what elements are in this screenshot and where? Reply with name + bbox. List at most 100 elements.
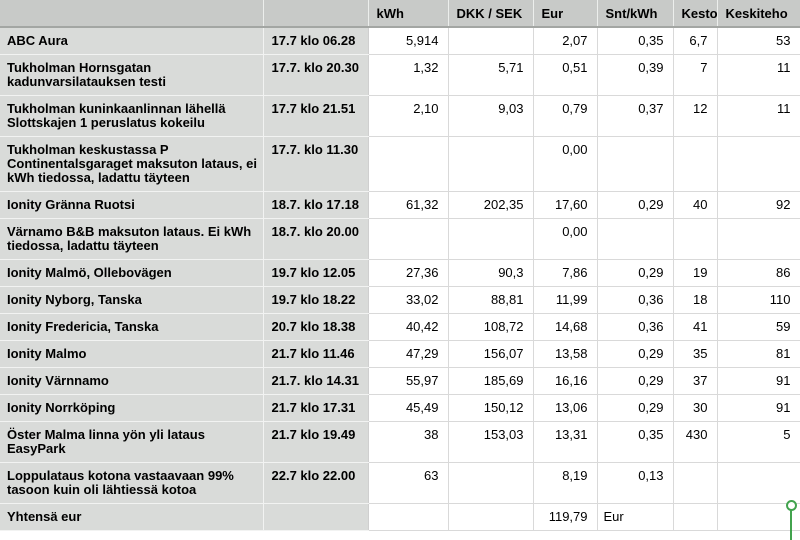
table-row[interactable]: Loppulataus kotona vastaavaan 99% tasoon… [0, 462, 800, 504]
session-datetime-cell[interactable]: 20.7 klo 18.38 [263, 313, 369, 341]
kesto-cell[interactable]: 18 [673, 286, 718, 314]
kesto-cell[interactable]: 12 [673, 95, 718, 137]
eur-cell[interactable]: 0,51 [533, 54, 598, 96]
session-name-cell[interactable]: Ionity Nyborg, Tanska [0, 286, 264, 314]
dkk-sek-cell[interactable]: 9,03 [448, 95, 534, 137]
eur-cell[interactable]: 13,31 [533, 421, 598, 463]
keskiteho-cell[interactable]: 11 [717, 95, 800, 137]
table-row[interactable]: Tukholman Hornsgatan kadunvarsilatauksen… [0, 54, 800, 96]
session-name-cell[interactable]: Värnamo B&B maksuton lataus. Ei kWh tied… [0, 218, 264, 260]
keskiteho-cell[interactable]: 81 [717, 340, 800, 368]
header-keskiteho-column[interactable]: Keskiteho [717, 0, 800, 28]
kwh-cell[interactable]: 33,02 [368, 286, 449, 314]
table-row[interactable]: Ionity Norrköping 21.7 klo 17.31 45,49 1… [0, 394, 800, 422]
snt-kwh-cell[interactable]: 0,39 [597, 54, 674, 96]
snt-kwh-cell[interactable]: 0,29 [597, 367, 674, 395]
kesto-cell[interactable]: 35 [673, 340, 718, 368]
dkk-sek-cell[interactable] [448, 462, 534, 504]
keskiteho-cell[interactable]: 5 [717, 421, 800, 463]
dkk-sek-cell[interactable]: 5,71 [448, 54, 534, 96]
session-datetime-cell[interactable]: 17.7 klo 21.51 [263, 95, 369, 137]
snt-kwh-cell[interactable]: 0,29 [597, 340, 674, 368]
table-row[interactable]: Ionity Malmö, Ollebovägen 19.7 klo 12.05… [0, 259, 800, 287]
session-datetime-cell[interactable]: 21.7. klo 14.31 [263, 367, 369, 395]
kesto-cell[interactable]: 40 [673, 191, 718, 219]
kwh-cell[interactable]: 38 [368, 421, 449, 463]
session-name-cell[interactable]: Ionity Malmö, Ollebovägen [0, 259, 264, 287]
snt-kwh-cell[interactable]: 0,36 [597, 286, 674, 314]
session-datetime-cell[interactable]: 19.7 klo 12.05 [263, 259, 369, 287]
dkk-sek-cell[interactable] [448, 503, 534, 531]
dkk-sek-cell[interactable]: 185,69 [448, 367, 534, 395]
dkk-sek-cell[interactable]: 202,35 [448, 191, 534, 219]
snt-kwh-cell[interactable]: 0,13 [597, 462, 674, 504]
header-dkk-sek-column[interactable]: DKK / SEK [448, 0, 534, 28]
keskiteho-cell[interactable]: 110 [717, 286, 800, 314]
keskiteho-cell[interactable]: 53 [717, 27, 800, 55]
kesto-cell[interactable]: 19 [673, 259, 718, 287]
kesto-cell[interactable] [673, 218, 718, 260]
snt-kwh-cell[interactable]: 0,29 [597, 259, 674, 287]
kwh-cell[interactable]: 55,97 [368, 367, 449, 395]
eur-cell[interactable]: 13,06 [533, 394, 598, 422]
table-row[interactable]: Ionity Fredericia, Tanska 20.7 klo 18.38… [0, 313, 800, 341]
dkk-sek-cell[interactable] [448, 218, 534, 260]
eur-cell[interactable]: 0,79 [533, 95, 598, 137]
kwh-cell[interactable]: 5,914 [368, 27, 449, 55]
session-name-cell[interactable]: Öster Malma linna yön yli lataus EasyPar… [0, 421, 264, 463]
table-row[interactable]: ABC Aura 17.7 klo 06.28 5,914 2,07 0,35 … [0, 27, 800, 55]
snt-kwh-cell[interactable]: 0,29 [597, 394, 674, 422]
kwh-cell[interactable]: 2,10 [368, 95, 449, 137]
session-datetime-cell[interactable]: 19.7 klo 18.22 [263, 286, 369, 314]
eur-cell[interactable]: 13,58 [533, 340, 598, 368]
keskiteho-cell[interactable]: 59 [717, 313, 800, 341]
header-kesto-column[interactable]: Kesto [673, 0, 718, 28]
kesto-cell[interactable] [673, 136, 718, 192]
snt-kwh-cell[interactable]: Eur [597, 503, 674, 531]
snt-kwh-cell[interactable]: 0,36 [597, 313, 674, 341]
snt-kwh-cell[interactable]: 0,35 [597, 421, 674, 463]
session-name-cell[interactable]: Tukholman Hornsgatan kadunvarsilatauksen… [0, 54, 264, 96]
header-eur-column[interactable]: Eur [533, 0, 598, 28]
kesto-cell[interactable]: 37 [673, 367, 718, 395]
session-name-cell[interactable]: Loppulataus kotona vastaavaan 99% tasoon… [0, 462, 264, 504]
kesto-cell[interactable]: 30 [673, 394, 718, 422]
table-row[interactable]: Öster Malma linna yön yli lataus EasyPar… [0, 421, 800, 463]
snt-kwh-cell[interactable]: 0,37 [597, 95, 674, 137]
kwh-cell[interactable]: 1,32 [368, 54, 449, 96]
session-datetime-cell[interactable]: 17.7 klo 06.28 [263, 27, 369, 55]
snt-kwh-cell[interactable]: 0,29 [597, 191, 674, 219]
keskiteho-cell[interactable]: 86 [717, 259, 800, 287]
session-datetime-cell[interactable]: 21.7 klo 11.46 [263, 340, 369, 368]
dkk-sek-cell[interactable]: 108,72 [448, 313, 534, 341]
session-name-cell[interactable]: ABC Aura [0, 27, 264, 55]
snt-kwh-cell[interactable] [597, 218, 674, 260]
session-name-cell[interactable]: Tukholman keskustassa P Continentalsgara… [0, 136, 264, 192]
kesto-cell[interactable] [673, 462, 718, 504]
session-name-cell[interactable]: Tukholman kuninkaanlinnan lähellä Slotts… [0, 95, 264, 137]
keskiteho-cell[interactable]: 91 [717, 394, 800, 422]
dkk-sek-cell[interactable]: 88,81 [448, 286, 534, 314]
dkk-sek-cell[interactable]: 150,12 [448, 394, 534, 422]
session-datetime-cell[interactable] [263, 503, 369, 531]
kwh-cell[interactable]: 27,36 [368, 259, 449, 287]
kwh-cell[interactable]: 63 [368, 462, 449, 504]
eur-cell[interactable]: 7,86 [533, 259, 598, 287]
eur-cell[interactable]: 11,99 [533, 286, 598, 314]
dkk-sek-cell[interactable] [448, 27, 534, 55]
session-name-cell[interactable]: Ionity Värnnamo [0, 367, 264, 395]
kesto-cell[interactable]: 430 [673, 421, 718, 463]
keskiteho-cell[interactable]: 92 [717, 191, 800, 219]
session-name-cell[interactable]: Ionity Fredericia, Tanska [0, 313, 264, 341]
snt-kwh-cell[interactable] [597, 136, 674, 192]
table-row[interactable]: Ionity Värnnamo 21.7. klo 14.31 55,97 18… [0, 367, 800, 395]
session-datetime-cell[interactable]: 17.7. klo 20.30 [263, 54, 369, 96]
kwh-cell[interactable]: 47,29 [368, 340, 449, 368]
table-row[interactable]: Tukholman keskustassa P Continentalsgara… [0, 136, 800, 192]
table-row[interactable]: Värnamo B&B maksuton lataus. Ei kWh tied… [0, 218, 800, 260]
dkk-sek-cell[interactable] [448, 136, 534, 192]
snt-kwh-cell[interactable]: 0,35 [597, 27, 674, 55]
eur-cell[interactable]: 119,79 [533, 503, 598, 531]
kwh-cell[interactable]: 61,32 [368, 191, 449, 219]
eur-cell[interactable]: 16,16 [533, 367, 598, 395]
